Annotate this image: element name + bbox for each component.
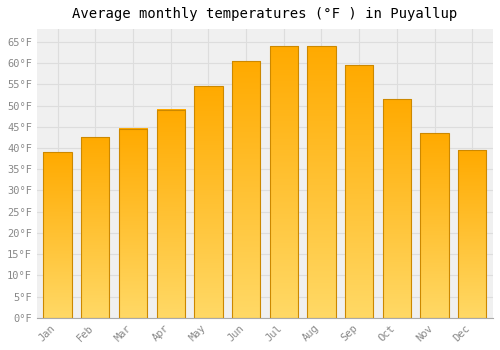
Title: Average monthly temperatures (°F ) in Puyallup: Average monthly temperatures (°F ) in Pu… (72, 7, 458, 21)
Bar (308, 46, 336, 318)
Bar (420, 133, 449, 318)
Bar (270, 46, 298, 318)
Bar (156, 110, 185, 318)
Bar (383, 99, 411, 318)
Bar (194, 86, 222, 318)
Bar (345, 65, 374, 318)
Bar (458, 150, 486, 318)
Bar (119, 129, 147, 318)
Bar (81, 137, 110, 318)
Bar (232, 61, 260, 318)
Bar (44, 152, 72, 318)
